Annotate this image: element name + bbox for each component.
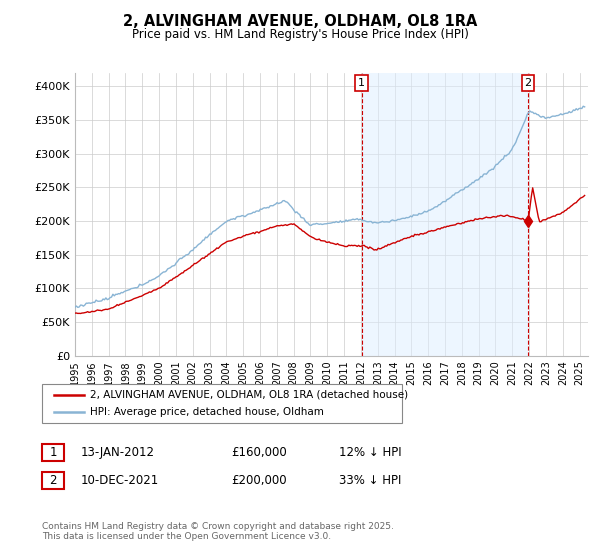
Text: £200,000: £200,000 (231, 474, 287, 487)
Text: 13-JAN-2012: 13-JAN-2012 (81, 446, 155, 459)
Text: 2, ALVINGHAM AVENUE, OLDHAM, OL8 1RA: 2, ALVINGHAM AVENUE, OLDHAM, OL8 1RA (123, 14, 477, 29)
Text: 2, ALVINGHAM AVENUE, OLDHAM, OL8 1RA (detached house): 2, ALVINGHAM AVENUE, OLDHAM, OL8 1RA (de… (90, 390, 408, 400)
Text: Contains HM Land Registry data © Crown copyright and database right 2025.
This d: Contains HM Land Registry data © Crown c… (42, 522, 394, 542)
Text: 2: 2 (524, 78, 532, 88)
Text: 12% ↓ HPI: 12% ↓ HPI (339, 446, 401, 459)
Bar (362, 73, 528, 356)
Text: 2: 2 (49, 474, 57, 487)
Text: 33% ↓ HPI: 33% ↓ HPI (339, 474, 401, 487)
Text: 1: 1 (49, 446, 57, 459)
Text: 1: 1 (358, 78, 365, 88)
Text: £160,000: £160,000 (231, 446, 287, 459)
Text: Price paid vs. HM Land Registry's House Price Index (HPI): Price paid vs. HM Land Registry's House … (131, 28, 469, 41)
Text: HPI: Average price, detached house, Oldham: HPI: Average price, detached house, Oldh… (90, 407, 324, 417)
Text: 10-DEC-2021: 10-DEC-2021 (81, 474, 159, 487)
